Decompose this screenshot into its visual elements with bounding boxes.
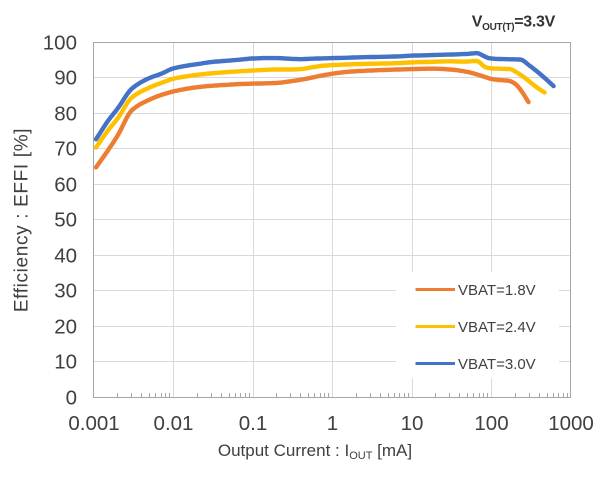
svg-text:20: 20 — [54, 316, 77, 339]
svg-text:100: 100 — [43, 32, 77, 55]
svg-text:10: 10 — [54, 351, 77, 374]
svg-text:VBAT=2.4V: VBAT=2.4V — [458, 319, 536, 336]
svg-text:10: 10 — [401, 412, 424, 435]
svg-text:1000: 1000 — [548, 412, 594, 435]
svg-text:0.01: 0.01 — [154, 412, 194, 435]
svg-text:Efficiency : EFFI [%]: Efficiency : EFFI [%] — [12, 128, 33, 312]
svg-text:VBAT=3.0V: VBAT=3.0V — [458, 356, 536, 373]
svg-text:60: 60 — [54, 174, 77, 197]
svg-text:90: 90 — [54, 67, 77, 90]
svg-text:0: 0 — [66, 387, 77, 410]
svg-text:1: 1 — [327, 412, 338, 435]
svg-text:40: 40 — [54, 245, 77, 268]
svg-text:30: 30 — [54, 280, 77, 303]
svg-text:70: 70 — [54, 138, 77, 161]
svg-text:0.001: 0.001 — [68, 412, 119, 435]
svg-text:80: 80 — [54, 103, 77, 126]
svg-text:Output Current : IOUT [mA]: Output Current : IOUT [mA] — [218, 441, 412, 462]
svg-text:0.1: 0.1 — [239, 412, 268, 435]
svg-text:VBAT=1.8V: VBAT=1.8V — [458, 282, 536, 299]
svg-text:100: 100 — [474, 412, 508, 435]
svg-text:50: 50 — [54, 209, 77, 232]
